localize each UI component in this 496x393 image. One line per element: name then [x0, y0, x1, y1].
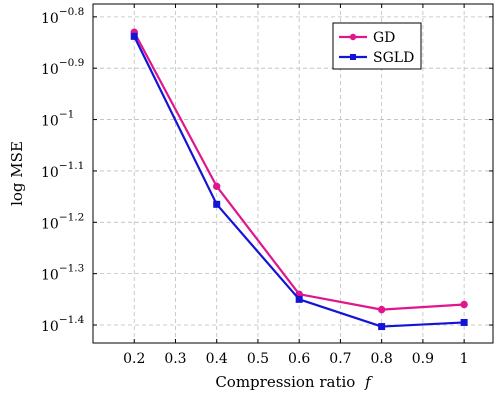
data-point-sgld	[130, 32, 138, 40]
x-axis-title-main: Compression ratio	[215, 373, 355, 391]
data-point-gd	[460, 300, 468, 309]
legend-box	[332, 22, 422, 70]
legend-marker-sgld	[350, 54, 356, 60]
y-tick-label: 10−1.3	[41, 263, 84, 284]
y-tick-base: 10	[41, 216, 59, 232]
y-tick-base: 10	[41, 62, 59, 78]
x-axis-title: Compression ratio f	[215, 373, 373, 391]
y-tick-exponent: −0.9	[59, 57, 85, 69]
legend-label-sgld: SGLD	[373, 50, 414, 66]
data-point-gd	[213, 182, 221, 191]
y-tick-base: 10	[41, 114, 59, 130]
y-tick-base: 10	[41, 319, 59, 335]
y-tick-label: 10−0.8	[41, 6, 84, 27]
legend-label-gd: GD	[373, 30, 395, 46]
y-tick-exponent: −1.2	[59, 211, 85, 223]
x-axis-title-var: f	[364, 373, 373, 391]
x-tick-label: 0.4	[206, 351, 228, 367]
data-point-sgld	[213, 200, 221, 208]
data-point-sgld	[460, 318, 468, 326]
y-tick-exponent: −1	[59, 109, 74, 121]
data-point-gd	[377, 305, 386, 314]
y-tick-exponent: −0.8	[59, 6, 85, 18]
y-tick-base: 10	[41, 11, 59, 27]
plot-frame	[92, 3, 494, 344]
y-tick-label: 10−1.4	[41, 314, 85, 335]
y-tick-label: 10−0.9	[41, 57, 84, 78]
x-tick-label: 0.9	[412, 351, 434, 367]
y-axis-title: log MSE	[8, 141, 26, 206]
y-tick-label: 10−1	[41, 109, 74, 130]
y-tick-base: 10	[41, 268, 59, 284]
x-tick-label: 0.2	[123, 351, 145, 367]
series-layer	[130, 28, 468, 331]
data-point-sgld	[295, 295, 303, 303]
tick-layer: 0.2 0.3 0.4 0.5 0.6 0.7 0.8 0.9 110−0.810−0.910−…	[41, 4, 493, 367]
y-tick-label: 10−1.1	[41, 160, 84, 181]
x-tick-label: 0.3	[164, 351, 186, 367]
x-tick-label: 1	[460, 351, 469, 367]
y-tick-label: 10−1.2	[41, 211, 84, 232]
data-point-sgld	[378, 323, 386, 331]
y-tick-base: 10	[41, 165, 59, 181]
legend: GD SGLD	[332, 22, 422, 70]
x-tick-label: 0.5	[247, 351, 269, 367]
x-tick-label: 0.8	[371, 351, 393, 367]
x-tick-label: 0.6	[288, 351, 310, 367]
y-tick-exponent: −1.3	[59, 263, 85, 275]
y-tick-exponent: −1.1	[59, 160, 85, 172]
x-tick-label: 0.7	[329, 351, 351, 367]
y-tick-exponent: −1.4	[59, 314, 85, 326]
legend-marker-gd	[349, 33, 357, 41]
